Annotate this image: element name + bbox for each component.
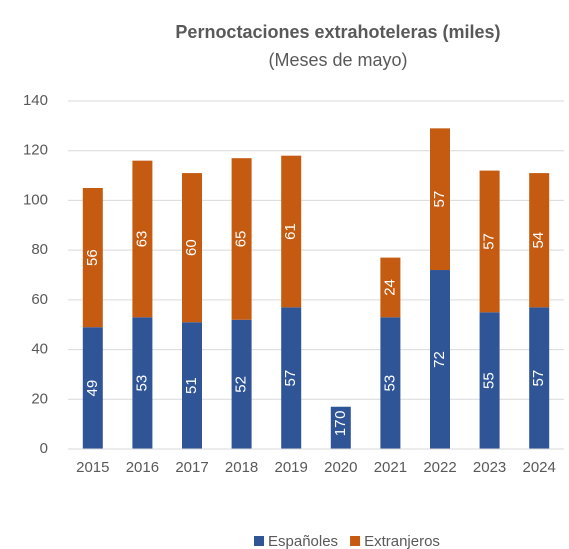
chart-title: Pernoctaciones extrahoteleras (miles): [175, 22, 500, 42]
x-tick-label: 2015: [76, 459, 109, 476]
value-label: 60: [183, 239, 200, 256]
bar-segment: [529, 173, 550, 308]
y-tick-label: 80: [31, 241, 48, 258]
y-tick-label: 140: [23, 92, 48, 109]
y-tick-label: 20: [31, 390, 48, 407]
value-label: 52: [233, 376, 250, 393]
value-label: 51: [183, 377, 200, 394]
value-label: 56: [84, 249, 101, 266]
y-tick-label: 100: [23, 191, 48, 208]
legend-swatch: [350, 536, 361, 546]
x-tick-label: 2018: [225, 459, 258, 476]
value-label: 61: [282, 223, 299, 240]
y-tick-label: 120: [23, 142, 48, 159]
value-label: 65: [233, 231, 250, 248]
bar-segment: [182, 322, 202, 449]
legend-swatch: [254, 536, 264, 546]
bar-segment: [430, 128, 450, 271]
x-tick-label: 2017: [175, 459, 208, 476]
value-label: 72: [431, 351, 448, 368]
x-tick-label: 2022: [423, 459, 456, 476]
value-label: 24: [381, 279, 398, 296]
x-tick-label: 2021: [374, 459, 407, 476]
value-label: 0: [332, 411, 349, 419]
value-label: 57: [282, 370, 299, 387]
y-tick-label: 0: [40, 440, 48, 457]
x-tick-label: 2023: [473, 459, 506, 476]
chart-subtitle: (Meses de mayo): [268, 50, 407, 70]
bar-segment: [479, 170, 500, 313]
bar-segment: [330, 406, 351, 449]
bar-segment: [281, 307, 302, 449]
value-label: 54: [530, 232, 547, 249]
legend-label: Españoles: [268, 533, 338, 549]
bar-segment: [430, 270, 450, 449]
value-label: 49: [84, 380, 101, 397]
value-label: 63: [133, 231, 150, 248]
bar-segment: [529, 307, 550, 449]
bar-segment: [380, 257, 401, 318]
bar-segment: [231, 319, 252, 449]
value-label: 57: [530, 370, 547, 387]
bar-segment: [380, 317, 401, 449]
x-tick-label: 2019: [275, 459, 308, 476]
y-tick-label: 40: [31, 341, 48, 358]
bar-segment: [132, 317, 153, 449]
bar-segment: [82, 188, 103, 328]
bar-segment: [82, 327, 103, 449]
x-tick-label: 2020: [324, 459, 357, 476]
value-label: 53: [133, 375, 150, 392]
value-label: 17: [332, 420, 349, 437]
value-label: 53: [381, 375, 398, 392]
bar-segment: [231, 158, 252, 320]
x-tick-label: 2016: [126, 459, 159, 476]
value-label: 55: [481, 372, 498, 389]
bar-segment: [132, 160, 153, 318]
y-tick-label: 60: [31, 291, 48, 308]
bar-segment: [182, 173, 202, 323]
value-label: 57: [481, 233, 498, 250]
x-tick-label: 2024: [523, 459, 556, 476]
legend-label: Extranjeros: [364, 533, 440, 549]
bar-segment: [281, 155, 302, 308]
value-label: 57: [431, 191, 448, 208]
bar-segment: [479, 312, 500, 449]
